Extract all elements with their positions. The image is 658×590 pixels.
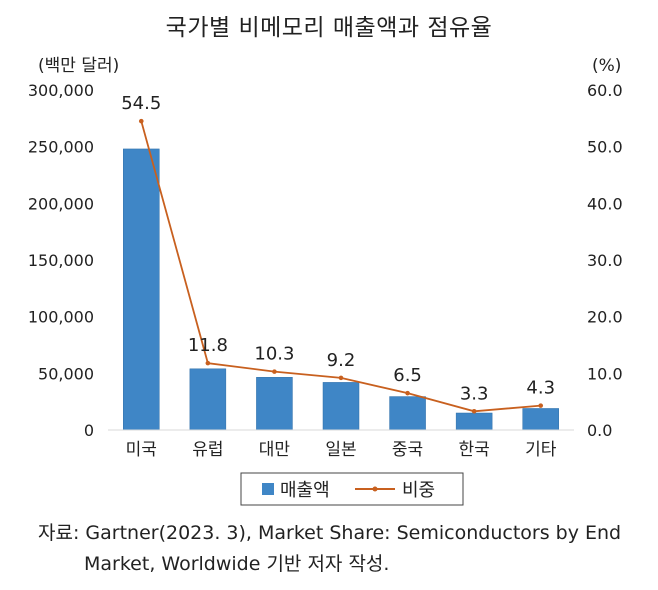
share-label: 54.5 [121,93,161,114]
share-point [405,390,410,396]
chart-title: 국가별 비메모리 매출액과 점유율 [165,15,493,41]
source-line-2: Market, Worldwide 기반 저자 작성. [84,553,390,575]
bar [189,368,227,431]
left-tick-label: 100,000 [28,308,94,327]
right-tick-label: 0.0 [587,421,612,440]
right-tick-label: 60.0 [587,81,623,100]
share-point [338,375,344,381]
category-label: 중국 [392,440,423,460]
left-tick-label: 250,000 [28,138,94,157]
line-series [138,118,544,414]
left-tick-label: 200,000 [28,194,94,213]
chart-canvas: (백만 달러) (%) 0 50,000 100,000 150,000 200,000… [28,56,623,506]
legend-line-marker [372,486,378,492]
legend-box [240,472,464,506]
share-label: 4.3 [526,378,555,399]
category-label: 유럽 [192,440,223,460]
bar [256,377,293,431]
left-axis-unit-label: (백만 달러) [38,56,119,76]
share-label: 9.2 [327,350,356,371]
bar-series [123,148,559,431]
legend-bar-swatch [262,483,274,495]
category-labels: 미국 유럽 대만 일본 중국 한국 기타 [126,440,557,460]
left-tick-label: 0 [84,421,94,440]
bar [322,382,360,431]
share-label: 10.3 [254,344,294,365]
data-labels: 54.5 11.8 10.3 9.2 6.5 3.3 4.3 [121,93,555,404]
share-label: 3.3 [460,383,489,404]
right-axis: 0.0 10.0 20.0 30.0 40.0 50.0 60.0 [587,81,623,440]
right-tick-label: 40.0 [587,194,623,213]
share-point [471,409,477,414]
bar [455,412,493,431]
category-label: 한국 [459,440,490,460]
left-axis: 0 50,000 100,000 150,000 200,000 250,000 300,0… [28,81,94,440]
category-label: 미국 [126,440,157,460]
right-tick-label: 50.0 [587,138,623,157]
share-label: 6.5 [393,365,422,386]
legend-bar-label: 매출액 [280,480,330,501]
left-tick-label: 50,000 [38,364,94,383]
category-label: 대만 [259,440,291,460]
right-tick-label: 10.0 [587,364,623,383]
bar [389,396,426,431]
legend-line-label: 비중 [402,480,435,501]
left-tick-label: 300,000 [28,81,94,100]
source-line-1: 자료: Gartner(2023. 3), Market Share: Semi… [38,522,622,544]
share-label: 11.8 [188,335,228,356]
right-axis-unit-label: (%) [592,56,621,76]
share-point [272,369,277,374]
category-label: 기타 [525,440,557,460]
bar [522,408,559,431]
source-note: 자료: Gartner(2023. 3), Market Share: Semi… [38,518,628,580]
left-tick-label: 150,000 [28,251,94,270]
category-label: 일본 [325,440,356,460]
right-tick-label: 30.0 [587,251,623,270]
bar [123,148,160,431]
legend: 매출액 비중 [240,472,464,506]
right-tick-label: 20.0 [587,308,623,327]
share-point [538,403,544,408]
share-point [205,360,211,366]
share-point [138,118,144,124]
